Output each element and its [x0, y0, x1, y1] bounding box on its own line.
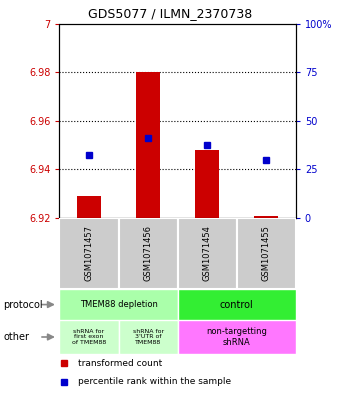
Bar [59, 289, 177, 320]
Text: GSM1071454: GSM1071454 [203, 226, 212, 281]
Bar [77, 196, 101, 218]
Text: TMEM88 depletion: TMEM88 depletion [80, 300, 157, 309]
Text: transformed count: transformed count [79, 358, 163, 367]
Text: GSM1071457: GSM1071457 [85, 226, 94, 281]
Bar [177, 218, 237, 289]
Bar [136, 72, 160, 218]
Text: percentile rank within the sample: percentile rank within the sample [79, 377, 232, 386]
Bar [59, 218, 119, 289]
Text: other: other [3, 332, 29, 342]
Text: non-targetting
shRNA: non-targetting shRNA [206, 327, 267, 347]
Text: GDS5077 / ILMN_2370738: GDS5077 / ILMN_2370738 [88, 7, 252, 20]
Bar [237, 218, 296, 289]
Bar [254, 216, 278, 218]
Bar [177, 320, 296, 354]
Bar [119, 218, 177, 289]
Text: control: control [220, 299, 254, 310]
Text: protocol: protocol [3, 299, 43, 310]
Text: shRNA for
first exon
of TMEM88: shRNA for first exon of TMEM88 [72, 329, 106, 345]
Bar [59, 320, 119, 354]
Bar [119, 320, 177, 354]
Text: shRNA for
3'UTR of
TMEM88: shRNA for 3'UTR of TMEM88 [133, 329, 164, 345]
Bar [195, 150, 219, 218]
Text: GSM1071456: GSM1071456 [143, 226, 153, 281]
Text: GSM1071455: GSM1071455 [262, 226, 271, 281]
Bar [177, 289, 296, 320]
